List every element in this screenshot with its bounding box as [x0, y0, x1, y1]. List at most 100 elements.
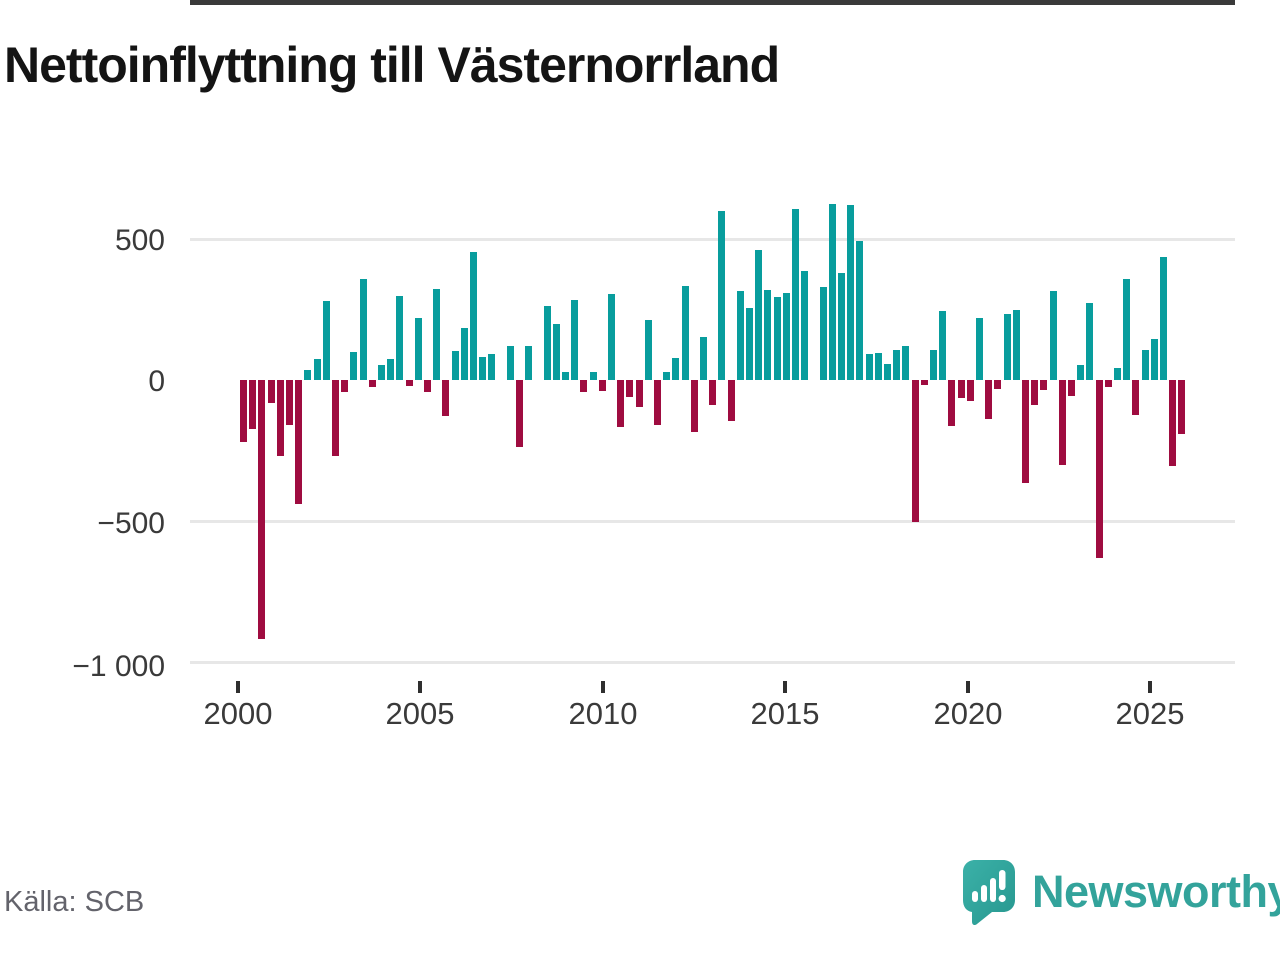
- bar-2019K4: [966, 380, 974, 401]
- bar-2012K3: [700, 337, 707, 380]
- bar-2016K2: [838, 273, 845, 380]
- bar-2018K1: [902, 346, 910, 380]
- bar-2014K1: [755, 250, 763, 380]
- x-tick-2025: [1148, 681, 1152, 693]
- bar-2023K3: [1104, 380, 1112, 387]
- bar-2009K4: [598, 380, 606, 392]
- bar-2009K3: [589, 372, 597, 380]
- x-tick-2010: [601, 681, 605, 693]
- x-tick-label-2015: 2015: [750, 696, 820, 731]
- bar-2011K4: [672, 358, 680, 380]
- bar-2007K2: [506, 345, 514, 380]
- bar-2004K2: [396, 296, 404, 380]
- bar-2015K2: [801, 270, 809, 380]
- bar-2018K2: [911, 380, 919, 522]
- bar-2005K2: [433, 288, 441, 380]
- bar-2022K1: [1049, 291, 1057, 380]
- bar-2025K2: [1169, 380, 1177, 466]
- gridline-neg500: [190, 520, 1235, 523]
- zero-axis-line: [190, 0, 1235, 5]
- bar-2018K3: [920, 380, 928, 386]
- bar-2000K2: [249, 380, 257, 430]
- bar-2012K4: [709, 380, 717, 406]
- gridline-neg1000: [190, 661, 1235, 664]
- bar-2006K2: [470, 252, 477, 380]
- bar-2020K1: [976, 318, 983, 380]
- bar-2017K4: [893, 349, 901, 380]
- page-title: Nettoinflyttning till Västernorrland: [4, 37, 780, 93]
- bar-2017K1: [865, 354, 873, 380]
- bar-2014K4: [782, 292, 790, 380]
- bar-2020K4: [1003, 314, 1011, 380]
- bar-2021K3: [1031, 380, 1039, 405]
- bar-2004K4: [414, 318, 422, 380]
- x-tick-label-2000: 2000: [203, 696, 273, 731]
- bar-2001K4: [304, 370, 312, 380]
- bar-2020K3: [994, 380, 1002, 389]
- bar-2015K4: [819, 287, 827, 380]
- bar-2009K2: [580, 380, 588, 392]
- bar-2006K1: [460, 327, 468, 380]
- bar-2019K1: [939, 310, 947, 380]
- source-label: Källa: SCB: [4, 886, 145, 918]
- bar-2002K4: [341, 380, 349, 393]
- bar-2020K2: [985, 380, 993, 420]
- bar-2010K4: [635, 380, 643, 407]
- bar-2017K3: [884, 363, 891, 380]
- newsworthy-logo: Newsworthy: [962, 860, 1280, 928]
- bar-2001K1: [276, 380, 284, 457]
- x-tick-2000: [236, 681, 240, 693]
- bar-2002K1: [313, 358, 321, 380]
- y-tick-label-neg1000: −1 000: [72, 650, 165, 683]
- x-tick-2020: [966, 681, 970, 693]
- bar-2003K2: [359, 279, 367, 380]
- bar-2005K4: [451, 350, 459, 380]
- bar-2016K1: [828, 203, 836, 380]
- bar-2015K1: [792, 209, 799, 380]
- bar-2011K3: [663, 372, 671, 380]
- bar-2003K3: [368, 380, 376, 387]
- bar-2019K3: [957, 380, 965, 398]
- bar-2000K3: [258, 380, 266, 640]
- y-tick-label-500: 500: [114, 224, 165, 257]
- bar-2014K2: [764, 289, 772, 380]
- bar-2019K2: [948, 380, 956, 426]
- newsworthy-bubble-icon: [963, 860, 1015, 926]
- bar-2025K1: [1160, 257, 1167, 380]
- bar-2022K4: [1077, 365, 1085, 380]
- bar-2011K2: [654, 380, 661, 425]
- bar-2009K1: [571, 300, 579, 380]
- bar-2007K3: [516, 380, 523, 447]
- bar-2024K2: [1132, 380, 1140, 415]
- bar-2008K2: [543, 305, 551, 380]
- bar-2002K2: [322, 301, 330, 380]
- y-tick-label-neg500: −500: [97, 507, 165, 540]
- x-tick-label-2010: 2010: [568, 696, 638, 731]
- x-tick-label-2005: 2005: [385, 696, 455, 731]
- bar-2022K3: [1068, 380, 1075, 396]
- bar-2023K1: [1086, 303, 1094, 380]
- bar-2000K1: [240, 380, 247, 442]
- gridline-500: [190, 238, 1235, 241]
- bar-2008K3: [552, 323, 560, 380]
- bar-2024K3: [1141, 349, 1149, 380]
- bar-2017K2: [874, 352, 882, 380]
- bar-2013K2: [727, 380, 735, 422]
- bar-2023K2: [1095, 380, 1103, 558]
- bar-2005K1: [424, 380, 431, 392]
- bar-2007K4: [525, 345, 533, 380]
- x-tick-label-2025: 2025: [1115, 696, 1185, 731]
- bar-2013K1: [718, 210, 726, 380]
- bar-2010K2: [617, 380, 625, 427]
- bar-2013K4: [746, 307, 753, 380]
- bar-2021K2: [1022, 380, 1029, 483]
- bar-2016K3: [847, 204, 855, 380]
- x-tick-2015: [783, 681, 787, 693]
- bar-2023K4: [1114, 368, 1121, 380]
- bar-2024K1: [1123, 278, 1131, 380]
- bar-2024K4: [1150, 338, 1158, 380]
- bar-2013K3: [736, 290, 744, 380]
- y-tick-label-0: 0: [148, 365, 165, 398]
- bar-2012K2: [690, 380, 698, 432]
